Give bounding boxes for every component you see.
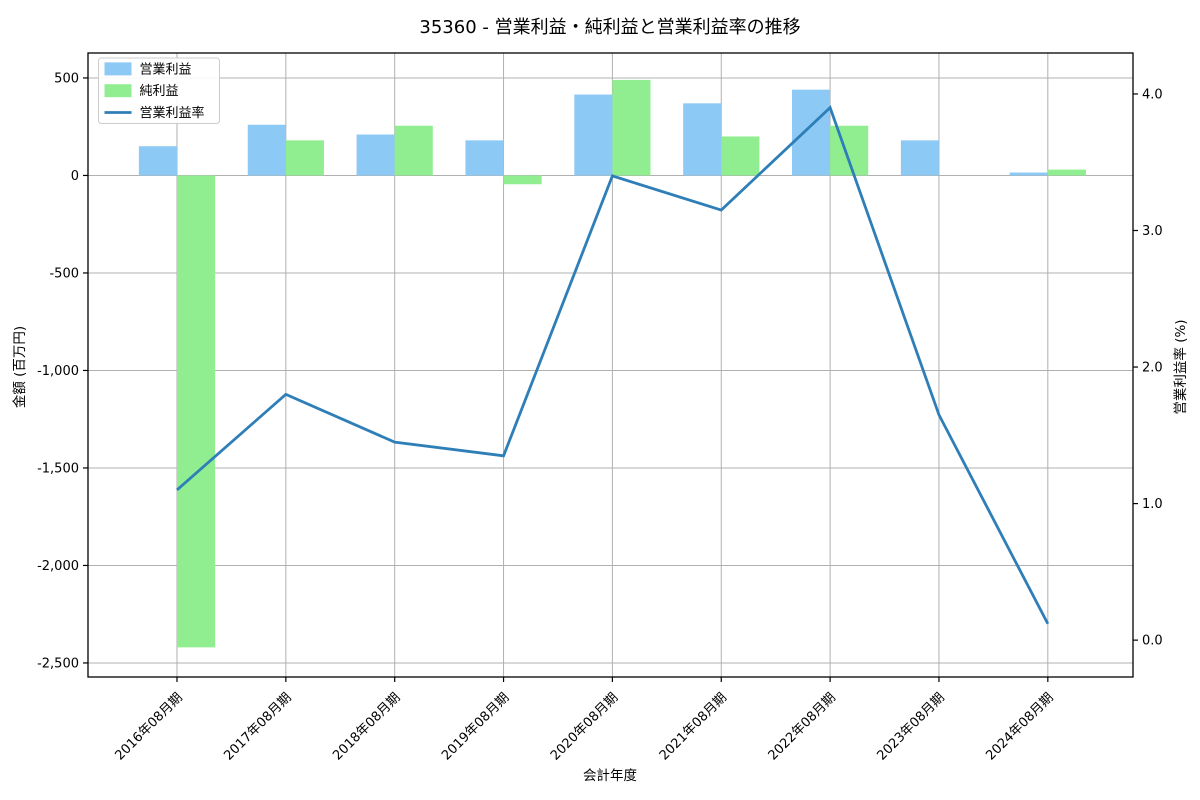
plot-border <box>87 52 1134 678</box>
x-tick-label: 2019年08月期 <box>439 690 512 763</box>
y-tick-label-left: -2,000 <box>37 559 79 574</box>
bar-純利益 <box>721 136 760 176</box>
bar-純利益 <box>285 140 324 176</box>
y-axis-label-left: 金額 (百万円) <box>12 326 28 408</box>
bar-純利益 <box>1047 169 1086 176</box>
bar-営業利益 <box>465 140 504 176</box>
bar-営業利益 <box>247 124 286 176</box>
bar-営業利益 <box>1009 172 1048 176</box>
y-tick-label-right: 2.0 <box>1142 361 1163 376</box>
x-axis-label: 会計年度 <box>583 768 637 784</box>
y-tick-label-left: -500 <box>49 266 79 281</box>
x-tick-label: 2020年08月期 <box>548 690 621 763</box>
y-tick-label-left: -2,500 <box>37 656 79 671</box>
bar-純利益 <box>830 125 869 176</box>
bar-営業利益 <box>900 140 939 176</box>
x-tick-label: 2016年08月期 <box>113 690 186 763</box>
y-tick-label-right: 4.0 <box>1142 87 1163 102</box>
bar-営業利益 <box>356 134 395 176</box>
y-tick-label-right: 1.0 <box>1142 497 1163 512</box>
legend-label-営業利益率: 営業利益率 <box>140 105 205 121</box>
legend-swatch-営業利益 <box>104 62 132 76</box>
y-tick-label-left: 0 <box>71 169 79 184</box>
bar-営業利益 <box>574 94 613 176</box>
bar-営業利益 <box>792 89 831 176</box>
legend-swatch-純利益 <box>104 84 132 98</box>
x-tick-label: 2022年08月期 <box>766 690 839 763</box>
legend-label-営業利益: 営業利益 <box>140 61 192 77</box>
chart-title: 35360 - 営業利益・純利益と営業利益率の推移 <box>419 17 800 38</box>
bar-純利益 <box>503 175 542 185</box>
rate-line <box>176 105 1050 625</box>
x-tick-label: 2018年08月期 <box>330 690 403 763</box>
bar-純利益 <box>612 79 651 176</box>
line-営業利益率 <box>176 105 1050 625</box>
x-tick-label: 2024年08月期 <box>983 690 1056 763</box>
x-tick-label: 2021年08月期 <box>657 690 730 763</box>
bars <box>138 79 1086 648</box>
y-tick-label-left: -1,500 <box>37 461 79 476</box>
x-tick-label: 2023年08月期 <box>875 690 948 763</box>
bar-営業利益 <box>683 103 722 176</box>
y-tick-label-right: 3.0 <box>1142 224 1163 239</box>
y-tick-label-right: 0.0 <box>1142 634 1163 649</box>
axes <box>83 52 1138 682</box>
y-tick-label-left: -1,000 <box>37 364 79 379</box>
y-tick-label-left: 500 <box>54 71 79 86</box>
legend-label-純利益: 純利益 <box>140 84 179 99</box>
bar-営業利益 <box>138 146 177 176</box>
bar-純利益 <box>394 125 433 176</box>
x-tick-label: 2017年08月期 <box>221 690 294 763</box>
y-axis-label-right: 営業利益率 (%) <box>1172 319 1189 414</box>
bar-純利益 <box>176 175 216 648</box>
